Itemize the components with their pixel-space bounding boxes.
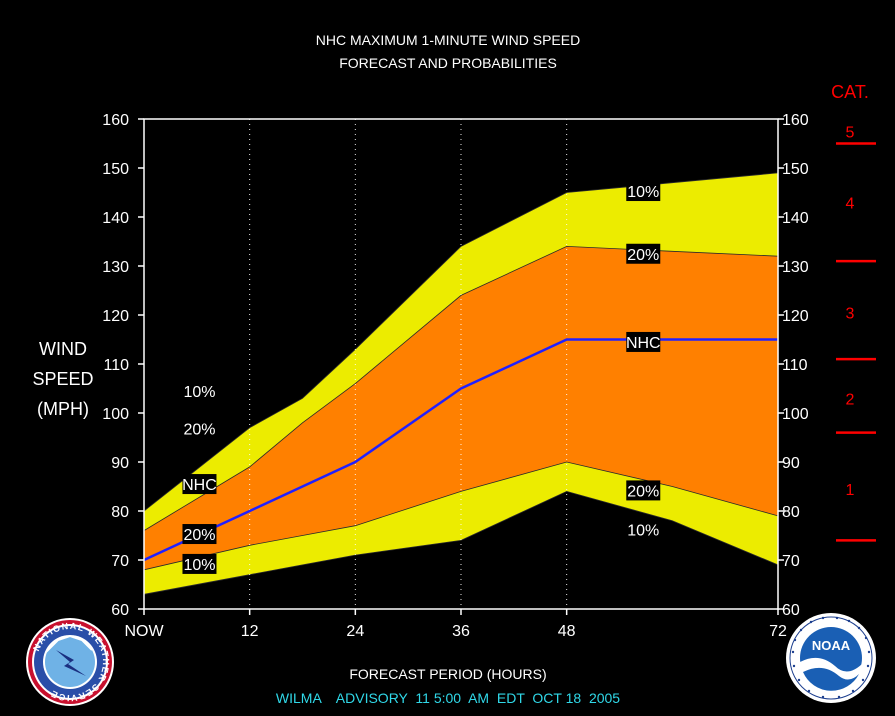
y-tick-label-left: 80 [111,504,129,521]
series-line-nhc [143,338,778,562]
y-tick-label-right: 130 [782,259,809,276]
band-label-text: NHC [182,477,217,494]
y-tick-label-right: 140 [782,210,809,227]
y-axis-label-line-3: (MPH) [37,399,89,419]
category-label: 3 [846,306,855,323]
band-label-background [182,380,217,401]
category-label: 2 [846,391,855,408]
category-label: 1 [846,482,855,499]
x-tick-label: 12 [241,623,259,640]
band-label: 20% [626,243,661,264]
x-tick-label: NOW [124,623,164,640]
band-label-text: 20% [183,527,215,544]
y-tick-label-left: 90 [111,455,129,472]
y-tick-label-right: 60 [782,602,800,619]
x-tick-label: 36 [452,623,470,640]
x-axis-label: FORECAST PERIOD (HOURS) [349,666,546,682]
y-tick-label-left: 100 [102,406,129,423]
y-tick-label-right: 70 [782,553,800,570]
y-tick-label-right: 150 [782,161,809,178]
band-label-text: 10% [183,557,215,574]
band-label: 10% [182,553,217,574]
lower-10-edge [143,490,779,595]
band-label: 20% [182,524,217,545]
band-label: NHC [182,474,217,495]
band-label: 20% [182,418,217,439]
chart-title-line-2: FORECAST AND PROBABILITIES [339,55,557,71]
y-tick-label-left: 120 [102,308,129,325]
band-label-background [626,331,661,352]
nws-logo: NATIONAL WEATHER SERVICE [26,618,114,706]
band-label-text: 20% [183,422,215,439]
band-label-background [626,181,661,202]
y-tick-label-right: 90 [782,455,800,472]
band-label: 10% [626,181,661,202]
noaa-logo-text: NOAA [812,638,851,653]
band-20-percent [144,246,778,570]
y-tick-label-left: 160 [102,112,129,129]
y-tick-label-right: 160 [782,112,809,129]
category-label: 5 [846,124,855,141]
y-tick-label-right: 120 [782,308,809,325]
y-tick-label-left: 70 [111,553,129,570]
y-tick-label-left: 110 [103,357,129,374]
band-label-text: 20% [627,247,659,264]
band-label-background [626,243,661,264]
category-heading: CAT. [831,82,869,102]
y-tick-label-right: 110 [782,357,808,374]
y-tick-label-left: 60 [111,602,129,619]
y-axis-label-line-1: WIND [39,339,87,359]
y-tick-label-left: 140 [102,210,129,227]
band-label-text: 10% [627,184,659,201]
band-label-text: 10% [183,384,215,401]
y-tick-label-left: 150 [102,161,129,178]
band-label-background [182,474,217,495]
advisory-subtitle: WILMA ADVISORY 11 5:00 AM EDT OCT 18 200… [276,690,620,706]
band-label-background [182,418,217,439]
band-label-background [626,480,661,501]
band-label: 10% [182,380,217,401]
chart-title-line-1: NHC MAXIMUM 1-MINUTE WIND SPEED [316,32,580,48]
band-label-text: 20% [627,483,659,500]
band-label-text: NHC [626,335,661,352]
band-label-background [182,553,217,574]
band-label-background [182,524,217,545]
category-label: 4 [846,195,855,212]
y-tick-label-right: 100 [782,406,809,423]
band-label: 10% [626,519,661,540]
x-tick-label: 48 [558,623,576,640]
y-tick-label-left: 130 [102,259,129,276]
band-label: 20% [626,480,661,501]
x-tick-label: 72 [769,623,787,640]
y-tick-label-right: 80 [782,504,800,521]
band-label-text: 10% [627,523,659,540]
x-tick-label: 24 [346,623,364,640]
band-label-background [626,519,661,540]
noaa-logo: NOAA [786,613,876,703]
band-label: NHC [626,331,661,352]
y-axis-label-line-2: SPEED [32,369,93,389]
